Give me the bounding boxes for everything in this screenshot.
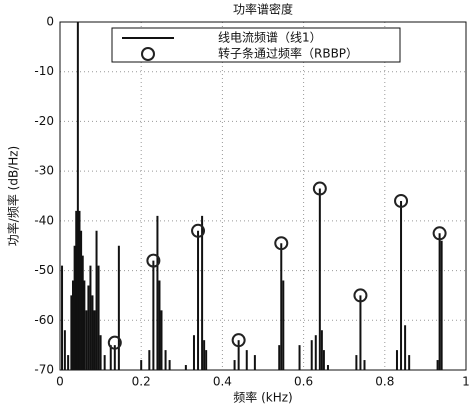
rbbp-marker (191, 223, 206, 238)
rbbp-marker (231, 333, 246, 348)
y-tick-label: -20 (34, 114, 54, 128)
rbbp-marker (107, 335, 122, 350)
x-tick-label: 0.4 (213, 375, 232, 389)
legend-label: 转子条通过频率（RBBP） (218, 46, 358, 61)
x-tick-label: 0.8 (375, 375, 394, 389)
x-tick-label: 0 (56, 375, 64, 389)
y-tick-label: -60 (34, 313, 54, 327)
y-tick-label: 0 (46, 15, 54, 29)
y-tick-label: -40 (34, 213, 54, 227)
x-axis-label: 频率 (kHz) (233, 390, 292, 405)
x-tick-label: 0.6 (294, 375, 313, 389)
rbbp-marker (312, 181, 327, 196)
legend-marker (141, 47, 155, 61)
y-axis-label: 功率/频率 (dB/Hz) (6, 146, 21, 246)
x-tick-label: 1 (462, 375, 470, 389)
rbbp-marker (394, 193, 409, 208)
legend-box (111, 27, 401, 63)
y-tick-label: -70 (34, 363, 54, 377)
y-tick-label: -50 (34, 263, 54, 277)
y-tick-label: -10 (34, 64, 54, 78)
y-tick-label: -30 (34, 164, 54, 178)
rbbp-marker (432, 226, 447, 241)
rbbp-marker (274, 236, 289, 251)
plot-frame (59, 21, 467, 371)
rbbp-marker (353, 288, 368, 303)
rbbp-marker (146, 253, 161, 268)
chart-title: 功率谱密度 (233, 2, 293, 17)
legend-label: 线电流频谱（线1） (218, 31, 322, 45)
x-tick-label: 0.2 (132, 375, 151, 389)
